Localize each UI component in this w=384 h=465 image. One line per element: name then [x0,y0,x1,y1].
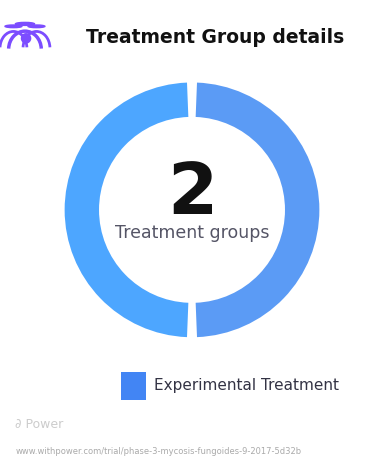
Circle shape [5,25,22,27]
Text: ●: ● [19,30,31,44]
Circle shape [15,22,35,26]
Text: Treatment Group details: Treatment Group details [86,28,344,46]
Circle shape [28,25,45,27]
Text: www.withpower.com/trial/phase-3-mycosis-fungoides-9-2017-5d32b: www.withpower.com/trial/phase-3-mycosis-… [15,446,301,456]
Text: Experimental Treatment: Experimental Treatment [154,379,339,393]
FancyBboxPatch shape [121,372,146,400]
Text: 2: 2 [167,160,217,229]
Text: ∂ Power: ∂ Power [15,418,64,432]
Wedge shape [65,83,188,337]
Wedge shape [196,83,319,337]
Text: Treatment groups: Treatment groups [115,224,269,242]
